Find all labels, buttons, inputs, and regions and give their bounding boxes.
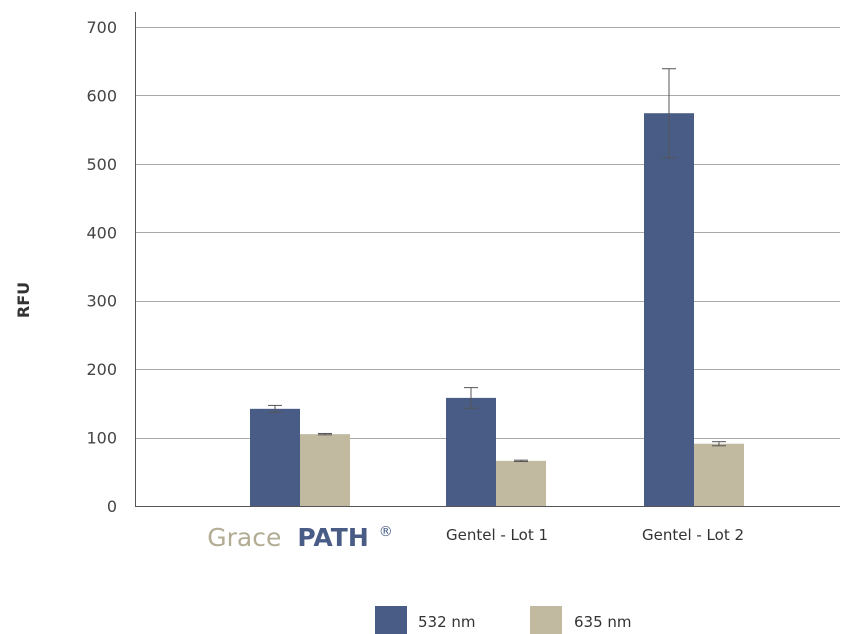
bar-s0-c1 bbox=[446, 397, 496, 506]
category-label-gentel-lot-2: Gentel - Lot 2 bbox=[642, 526, 744, 544]
y-axis-label: RFU bbox=[14, 282, 33, 318]
category-label-gentel-lot-1: Gentel - Lot 1 bbox=[446, 526, 548, 544]
brand-word-grace: Grace bbox=[207, 523, 281, 552]
bar-s0-c0 bbox=[250, 408, 300, 506]
y-tick-label-400: 400 bbox=[86, 223, 117, 242]
error-bars bbox=[268, 68, 726, 463]
category-label-grace-path: Grace PATH ® bbox=[207, 523, 392, 552]
bar-s1-c2 bbox=[694, 443, 744, 506]
legend-swatch-635nm bbox=[530, 606, 562, 634]
gridlines bbox=[135, 27, 840, 439]
legend: 532 nm 635 nm bbox=[375, 606, 632, 634]
brand-word-path: PATH bbox=[297, 523, 368, 552]
y-tick-labels: 0 100 200 300 400 500 600 700 bbox=[86, 18, 117, 516]
y-tick-label-200: 200 bbox=[86, 360, 117, 379]
bar-s1-c1 bbox=[496, 460, 546, 506]
axes bbox=[135, 12, 840, 507]
bars bbox=[250, 113, 744, 507]
legend-label-532nm: 532 nm bbox=[418, 613, 476, 631]
legend-label-635nm: 635 nm bbox=[574, 613, 632, 631]
y-tick-label-300: 300 bbox=[86, 292, 117, 311]
brand-registered-mark: ® bbox=[379, 524, 393, 540]
bar-s0-c2 bbox=[644, 113, 694, 507]
y-tick-label-600: 600 bbox=[86, 86, 117, 105]
y-tick-label-500: 500 bbox=[86, 155, 117, 174]
category-labels: Grace PATH ® Gentel - Lot 1 Gentel - Lot… bbox=[207, 523, 744, 552]
y-tick-label-0: 0 bbox=[107, 497, 117, 516]
y-tick-label-100: 100 bbox=[86, 429, 117, 448]
y-tick-label-700: 700 bbox=[86, 18, 117, 37]
legend-swatch-532nm bbox=[375, 606, 407, 634]
bar-s1-c0 bbox=[300, 434, 350, 506]
